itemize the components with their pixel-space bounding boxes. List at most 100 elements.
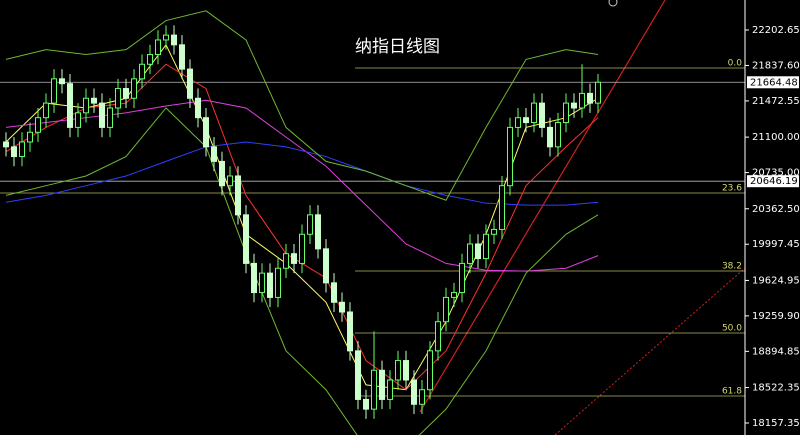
- candle-body: [547, 126, 553, 148]
- candle-body: [19, 141, 25, 158]
- indicator-line: [5, 63, 599, 391]
- price-label: 20646.19: [750, 176, 798, 187]
- candle-body: [515, 117, 521, 128]
- candle-body: [211, 146, 217, 162]
- candle-body: [275, 267, 281, 298]
- candle-body: [483, 233, 489, 260]
- candle-body: [187, 68, 193, 99]
- y-tick-label: 18894.85: [752, 346, 800, 357]
- candle-body: [451, 292, 457, 298]
- fib-label: 61.8: [722, 386, 742, 396]
- y-tick-label: 20735.00: [752, 168, 800, 179]
- candle-body: [587, 92, 593, 104]
- price-box: [747, 76, 799, 89]
- candle-body: [139, 63, 145, 80]
- candle-body: [267, 272, 273, 298]
- y-tick-label: 21837.60: [752, 60, 800, 71]
- candle-body: [411, 379, 417, 405]
- price-label: 21664.48: [750, 77, 798, 88]
- candle-body: [235, 175, 241, 216]
- indicator-line: [5, 10, 599, 201]
- candle-body: [339, 301, 345, 313]
- y-tick-label: 19259.90: [752, 311, 800, 322]
- candle-body: [459, 262, 465, 294]
- candle-body: [363, 398, 369, 410]
- candle-body: [131, 78, 137, 99]
- candle-body: [379, 369, 385, 400]
- candle-body: [491, 228, 497, 235]
- candle-body: [171, 34, 177, 46]
- y-tick-label: 19997.45: [752, 239, 800, 250]
- candle-body: [107, 107, 113, 128]
- candle-body: [579, 92, 585, 109]
- candle-body: [539, 102, 545, 128]
- settings-icon[interactable]: [608, 0, 618, 7]
- candle-body: [27, 131, 33, 143]
- candle-body: [195, 97, 201, 119]
- candle-body: [595, 81, 601, 104]
- candle-body: [387, 379, 393, 400]
- candle-body: [507, 126, 513, 187]
- price-box: [747, 175, 799, 188]
- candle-body: [155, 39, 161, 56]
- candle-body: [299, 233, 305, 264]
- candle-body: [531, 102, 537, 124]
- candle-body: [499, 185, 505, 230]
- candle-body: [259, 272, 265, 294]
- candle-body: [283, 253, 289, 269]
- candle-body: [51, 78, 57, 104]
- candle-body: [371, 369, 377, 410]
- candle-body: [403, 360, 409, 381]
- fib-label: 50.0: [722, 323, 742, 333]
- y-tick-label: 20362.50: [752, 204, 800, 215]
- candle-body: [331, 282, 337, 303]
- y-tick-label: 18157.35: [752, 418, 800, 429]
- fib-label: 0.0: [728, 58, 743, 68]
- candle-body: [67, 83, 73, 128]
- candle-body: [11, 146, 17, 158]
- candle-body: [3, 141, 9, 148]
- y-tick-label: 22202.65: [752, 25, 800, 36]
- y-tick-label: 18522.35: [752, 383, 800, 394]
- candle-body: [475, 243, 481, 260]
- candle-body: [115, 88, 121, 109]
- candle-body: [91, 97, 97, 104]
- candle-body: [347, 311, 353, 352]
- candle-body: [435, 321, 441, 352]
- indicator-line: [5, 141, 599, 206]
- candle-body: [147, 54, 153, 65]
- candle-body: [443, 296, 449, 323]
- candle-body: [315, 214, 321, 250]
- candle-body: [555, 122, 561, 148]
- candle-body: [427, 350, 433, 391]
- candle-body: [75, 112, 81, 128]
- candle-body: [523, 117, 529, 124]
- candle-body: [467, 243, 473, 264]
- candle-body: [323, 248, 329, 284]
- fib-label: 23.6: [722, 183, 742, 193]
- y-tick-label: 21100.00: [752, 132, 800, 143]
- candle-body: [43, 102, 49, 119]
- plot-area: [0, 0, 745, 435]
- chart-title: 纳指日线图: [355, 37, 440, 57]
- candle-body: [571, 102, 577, 109]
- trend-line: [419, 0, 666, 413]
- candle-body: [179, 44, 185, 70]
- candle-body: [291, 253, 297, 264]
- y-tick-label: 19624.95: [752, 275, 800, 286]
- candle-body: [163, 34, 169, 41]
- candle-body: [307, 214, 313, 235]
- candle-body: [219, 160, 225, 187]
- candle-body: [243, 214, 249, 264]
- candle-body: [419, 389, 425, 405]
- fib-label: 38.2: [722, 261, 742, 271]
- candle-body: [355, 350, 361, 400]
- candle-body: [59, 78, 65, 85]
- candle-body: [227, 175, 233, 187]
- candle-body: [251, 262, 257, 294]
- indicator-line: [5, 43, 599, 391]
- candle-body: [563, 102, 569, 124]
- candle-body: [395, 360, 401, 381]
- candle-body: [35, 117, 41, 133]
